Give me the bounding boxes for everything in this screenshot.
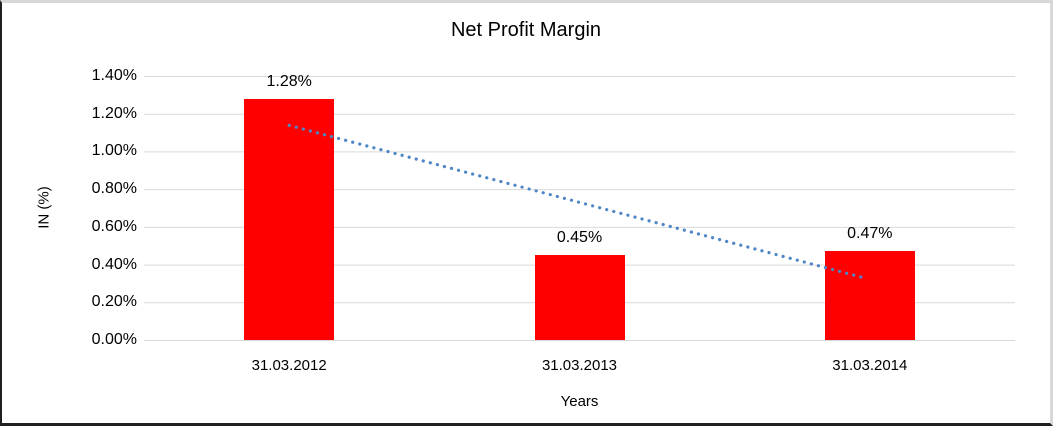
x-axis-title: Years	[560, 393, 599, 410]
y-axis-tick-label: 1.40%	[91, 67, 137, 84]
bar-data-label: 0.45%	[556, 229, 603, 247]
bar-data-label: 0.47%	[847, 225, 893, 243]
y-axis-tick-label: 0.80%	[91, 180, 137, 198]
bar-31.03.2014	[824, 251, 915, 340]
y-axis-tick-label: 0.40%	[91, 255, 137, 273]
x-axis-category-label: 31.03.2014	[832, 357, 908, 374]
y-axis-tick-label: 0.00%	[91, 331, 137, 348]
x-axis-category-label: 31.03.2013	[541, 357, 618, 374]
y-axis-tick-label: 1.20%	[91, 104, 137, 122]
trendline-dotted	[287, 123, 867, 280]
bar-31.03.2013	[534, 255, 625, 340]
x-axis-category-label: 31.03.2012	[251, 357, 327, 374]
chart-title: Net Profit Margin	[450, 19, 602, 41]
y-axis-tick-label: 0.60%	[91, 217, 137, 235]
y-axis-tick-label: 1.00%	[91, 142, 137, 160]
bar-31.03.2012	[244, 98, 335, 340]
linear-trendline	[287, 123, 867, 280]
bar-data-label: 1.28%	[266, 72, 312, 90]
y-axis-tick-label: 0.20%	[91, 293, 137, 311]
